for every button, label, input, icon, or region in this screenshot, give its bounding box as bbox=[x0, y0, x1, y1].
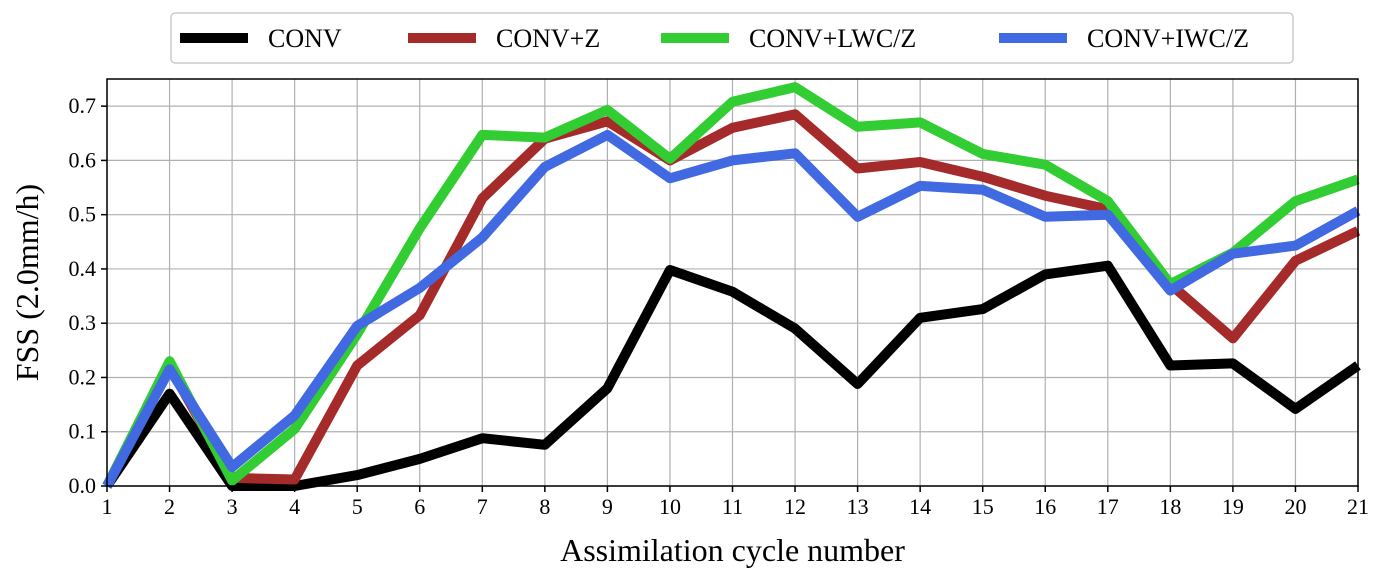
x-tick-label: 6 bbox=[414, 494, 425, 519]
x-tick-label: 8 bbox=[539, 494, 550, 519]
y-tick-label: 0.7 bbox=[69, 93, 97, 118]
y-tick-label: 0.4 bbox=[69, 256, 97, 281]
x-tick-label: 18 bbox=[1159, 494, 1181, 519]
x-tick-label: 9 bbox=[602, 494, 613, 519]
series-lines bbox=[102, 82, 1361, 491]
series-line-conv bbox=[102, 260, 1361, 491]
legend-label: CONV bbox=[268, 24, 342, 53]
legend-label: CONV+IWC/Z bbox=[1087, 24, 1249, 53]
x-tick-label: 2 bbox=[164, 494, 175, 519]
series-line-conv-iwc-z bbox=[102, 129, 1361, 489]
axis-ticks bbox=[101, 105, 1359, 492]
x-tick-label: 10 bbox=[659, 494, 681, 519]
legend-box bbox=[170, 12, 1294, 64]
legend-label: CONV+Z bbox=[496, 24, 600, 53]
x-tick-label: 20 bbox=[1284, 494, 1306, 519]
x-tick-label: 4 bbox=[289, 494, 300, 519]
x-tick-label: 19 bbox=[1222, 494, 1244, 519]
legend: CONV CONV+Z CONV+LWC/Z CONV+IWC/Z bbox=[170, 12, 1294, 64]
series-line-conv-lwc-z bbox=[102, 82, 1360, 489]
x-tick-label: 14 bbox=[909, 494, 931, 519]
y-axis-title: FSS (2.0mm/h) bbox=[9, 184, 45, 381]
x-tick-label: 13 bbox=[847, 494, 869, 519]
y-tick-label: 0.3 bbox=[69, 310, 97, 335]
x-axis-tick-labels: 1 2 3 4 5 6 7 8 9 10 11 12 13 14 15 16 17 18 19 20 21 bbox=[102, 494, 1370, 519]
x-tick-label: 11 bbox=[722, 494, 743, 519]
x-tick-label: 1 bbox=[102, 494, 113, 519]
x-tick-label: 17 bbox=[1097, 494, 1119, 519]
x-tick-label: 5 bbox=[352, 494, 363, 519]
legend-label: CONV+LWC/Z bbox=[749, 24, 916, 53]
y-tick-label: 0.2 bbox=[69, 364, 97, 389]
x-axis-title: Assimilation cycle number bbox=[560, 532, 905, 568]
y-tick-label: 0.0 bbox=[69, 473, 97, 498]
x-tick-label: 3 bbox=[227, 494, 238, 519]
x-tick-label: 15 bbox=[972, 494, 994, 519]
x-tick-label: 16 bbox=[1034, 494, 1056, 519]
y-axis-tick-labels: 0.0 0.1 0.2 0.3 0.4 0.5 0.6 0.7 bbox=[69, 93, 97, 498]
y-tick-label: 0.6 bbox=[69, 147, 97, 172]
x-tick-label: 21 bbox=[1347, 494, 1369, 519]
y-tick-label: 0.5 bbox=[69, 202, 97, 227]
x-tick-label: 7 bbox=[477, 494, 488, 519]
y-tick-label: 0.1 bbox=[69, 419, 97, 444]
x-tick-label: 12 bbox=[784, 494, 806, 519]
legend-items: CONV CONV+Z CONV+LWC/Z CONV+IWC/Z bbox=[180, 24, 1249, 53]
